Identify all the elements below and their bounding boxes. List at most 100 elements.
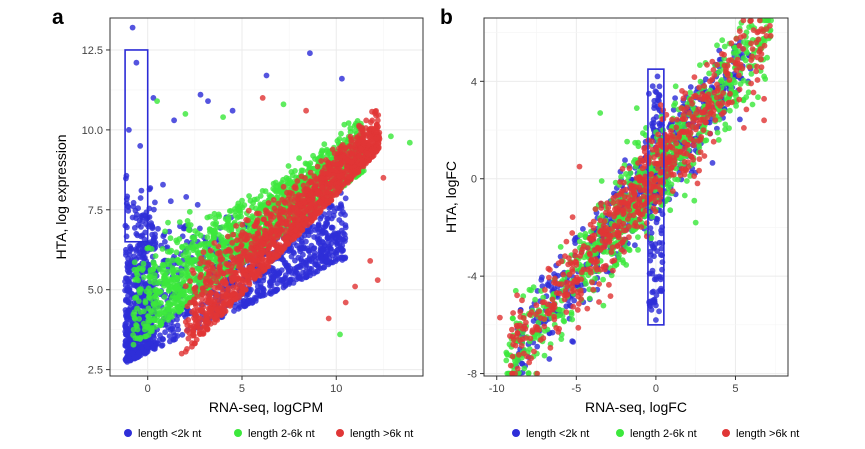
panel-a-point-short [139,218,146,225]
panel-a-point-long [344,157,351,164]
panel-a-point-short [301,232,308,239]
panel-a-point-short [125,312,132,319]
panel-a-point-mid [147,328,154,334]
panel-a-point-long [233,223,240,229]
panel-a-point-long [279,215,286,222]
panel-a-point-long [327,181,334,187]
panel-a-point-long [295,222,302,228]
panel-a-point-long [270,214,277,220]
panel-a-point-long [239,284,246,291]
panel-a-x-tick-label: 10 [330,383,342,395]
panel-a-point-mid [213,220,220,226]
panel-a-point-long [319,184,325,191]
panel-a-point-long [244,235,251,242]
panel-a-point-long [243,272,250,279]
panel-a-point-long [213,312,220,319]
panel-a-point-short [131,282,138,289]
panel-a-point-long [349,150,355,157]
panel-a-y-axis-title: HTA, log expression [53,134,69,259]
panel-a-point-long [254,219,260,226]
panel-a-point-mid [215,211,222,218]
panel-b-point-short [646,90,652,97]
panel-a-point-long [230,231,237,238]
panel-a-point-long [217,253,224,260]
panel-a-point-mid [141,274,147,281]
panel-a-point-mid [174,239,181,246]
panel-a-point-short [252,298,259,304]
panel-a-point-long [256,225,263,232]
panel-a-point-long [281,245,288,251]
panel-a-point-long [374,277,381,283]
panel-a-point-short [342,224,349,231]
panel-a-point-short [138,224,144,230]
panel-a-point-mid [179,291,186,298]
panel-a-point-long [223,291,230,298]
panel-a-point-long [185,317,192,323]
panel-a-point-short [254,287,261,294]
panel-a-point-long [184,322,191,329]
panel-a-point-long [198,271,204,278]
panel-a-point-long [178,350,185,357]
panel-a-point-long [208,298,215,304]
panel-a-point-mid [347,125,354,132]
panel-a-point-mid [148,246,155,252]
panel-a-point-short [139,246,146,253]
panel-a-point-long [273,208,280,214]
panel-a-point-short [326,210,333,217]
panel-a-point-long [270,197,277,203]
panel-b-letter: b [440,6,453,29]
panel-a-point-short [321,264,328,271]
panel-a-point-long [342,145,349,152]
panel-a-point-long [224,233,231,240]
panel-a-point-mid [140,260,147,267]
panel-a-point-mid [237,209,244,216]
panel-b-point-short [656,308,662,315]
panel-a-point-long [252,239,259,246]
panel-a-point-mid [246,193,253,199]
panel-a-point-short [162,329,169,336]
panel-a-point-long [236,256,243,263]
panel-a-point-long [189,267,196,274]
panel-a-y-tick-label: 10.0 [82,125,103,137]
panel-a: a 0 5 102.55.07.510.012.5 RNA-seq, logCPM … [52,6,424,415]
panel-b-point-short [654,248,660,255]
panel-a-point-short [174,316,180,323]
panel-a-point-short [165,324,172,331]
panel-a-point-short [329,252,336,259]
panel-a-point-short [171,117,178,124]
panel-b-point-short [648,252,654,258]
panel-a-point-mid [218,234,225,241]
panel-a-point-mid [185,226,192,233]
panel-a-point-long [362,131,368,138]
panel-a-point-mid [143,333,150,340]
panel-a-point-short [125,307,132,314]
panel-a-point-long [302,175,308,182]
panel-a-point-short [125,299,132,305]
panel-a-point-long [239,221,246,228]
panel-a-point-short [152,199,158,206]
panel-a-point-mid [226,208,233,214]
panel-a-point-mid [134,305,140,312]
panel-a-point-short [331,230,338,237]
panel-a-point-short [144,261,151,268]
panel-a-point-long [187,299,194,306]
panel-a-point-short [126,334,132,341]
panel-a-point-long [333,154,340,161]
panel-a-point-long [259,95,266,101]
panel-a-point-long [230,290,237,297]
panel-a-point-mid [172,300,179,307]
panel-a-point-short [130,199,137,206]
panel-a-point-mid [132,316,138,322]
panel-a-point-short [197,225,203,232]
panel-a-point-short [314,226,321,232]
panel-a-point-short [257,293,264,299]
panel-a-point-short [287,276,294,283]
panel-a-point-mid [220,241,227,248]
panel-a-point-mid [182,111,189,117]
panel-a-point-short [138,187,145,194]
panel-a-point-long [229,239,236,246]
panel-a-point-mid [173,249,180,256]
panel-a-point-mid [188,257,195,264]
panel-a-point-mid [321,141,328,148]
panel-a-point-short [334,240,340,247]
